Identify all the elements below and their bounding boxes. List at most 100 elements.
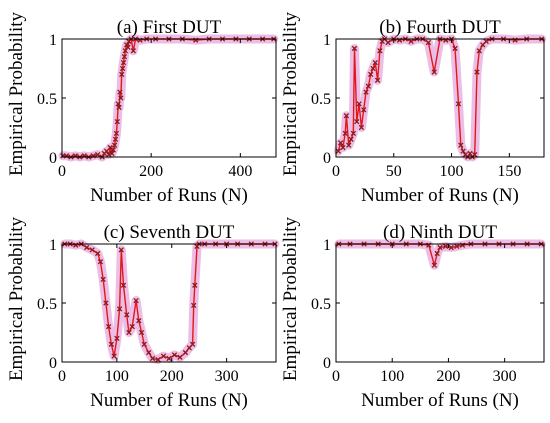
data-point: [370, 65, 376, 72]
x-tick-label: 0: [332, 163, 340, 180]
data-point: [124, 312, 130, 318]
data-point: [114, 118, 120, 125]
data-point: [155, 356, 161, 363]
data-halo: [58, 34, 279, 162]
y-tick-label: 1: [323, 32, 331, 49]
data-point: [437, 244, 443, 251]
data-point: [146, 349, 152, 356]
y-tick-label: 0: [49, 355, 57, 372]
data-point: [118, 247, 124, 253]
data-point: [100, 276, 106, 283]
data-point: [448, 244, 454, 251]
data-point: [483, 38, 489, 45]
data-point: [95, 151, 101, 158]
data-halo: [333, 34, 547, 162]
x-tick-label: 200: [139, 163, 163, 180]
data-point: [136, 318, 142, 324]
data-point: [377, 48, 383, 54]
y-tick-label: 1: [323, 237, 331, 254]
data-point: [343, 113, 350, 119]
data-point: [111, 353, 117, 359]
data-point: [119, 65, 126, 72]
data-point: [361, 107, 367, 113]
data-point: [166, 355, 172, 362]
data-point: [119, 71, 125, 78]
x-tick-label: 50: [386, 163, 402, 180]
data-point: [112, 136, 119, 142]
plot-frame: [335, 243, 545, 363]
x-tick-label: 400: [228, 163, 252, 180]
data-point: [476, 48, 482, 54]
plot-frame: [61, 243, 277, 363]
x-tick-label: 0: [332, 368, 340, 385]
data-point: [97, 259, 104, 265]
x-axis-label: Number of Runs (N): [361, 185, 519, 206]
data-point: [160, 353, 167, 359]
data-point: [130, 48, 136, 54]
chart-panel-2: 0 50 100 150 0 0.5 1 (b) Fourth DUT Number of Ru…: [280, 11, 547, 206]
data-point: [442, 243, 449, 250]
data-point: [340, 144, 346, 151]
data-point: [129, 323, 135, 330]
data-trace: [62, 38, 274, 158]
data-point: [95, 250, 101, 257]
data-point: [474, 69, 480, 75]
y-tick-label: 0: [323, 355, 331, 372]
data-point: [120, 59, 127, 66]
data-point: [337, 140, 344, 146]
data-point: [103, 300, 109, 306]
x-axis-label: Number of Runs (N): [361, 390, 519, 411]
data-point: [149, 355, 156, 362]
data-point: [113, 130, 120, 137]
data-point: [126, 329, 132, 336]
data-point: [374, 77, 381, 83]
y-tick-label: 0: [323, 150, 331, 167]
data-point: [120, 282, 127, 288]
data-point: [141, 341, 147, 347]
data-point: [116, 104, 122, 111]
x-tick-label: 100: [105, 368, 129, 385]
data-point: [351, 45, 358, 52]
chart-panel-3: 0 100 200 300 0 0.5 1 (c) Seventh DUT Number of …: [6, 216, 280, 411]
x-tick-label: 0: [58, 163, 66, 180]
y-tick-label: 1: [49, 237, 57, 254]
data-point: [117, 89, 123, 95]
data-point: [116, 306, 123, 312]
data-point: [452, 45, 458, 52]
data-point: [350, 130, 356, 137]
data-point: [372, 59, 378, 66]
data-point: [121, 54, 128, 60]
y-tick-label: 0.5: [37, 296, 57, 313]
data-point: [431, 69, 437, 75]
data-halo: [60, 239, 280, 365]
data-point: [348, 136, 354, 142]
y-tick-label: 0.5: [311, 296, 331, 313]
data-point: [408, 38, 414, 45]
chart-panel-4: 0 100 200 300 0 0.5 1 (d) Ninth DUT Number of Ru…: [280, 216, 546, 411]
x-tick-label: 0: [58, 368, 66, 385]
x-axis-label: Number of Runs (N): [90, 185, 248, 206]
data-point: [111, 142, 118, 148]
data-point: [434, 250, 440, 257]
data-point: [346, 142, 352, 148]
data-point: [115, 101, 121, 107]
data-point: [335, 148, 341, 154]
data-point: [192, 282, 198, 288]
y-axis-label: Empirical Probability: [280, 216, 301, 381]
data-point: [110, 147, 116, 153]
data-point: [177, 354, 183, 360]
x-tick-label: 200: [436, 368, 460, 385]
x-tick-label: 300: [215, 368, 239, 385]
data-point: [114, 335, 120, 342]
x-tick-label: 300: [493, 368, 517, 385]
data-point: [358, 124, 365, 131]
data-point: [385, 39, 391, 46]
y-tick-label: 0.5: [311, 91, 331, 108]
data-point: [133, 297, 139, 304]
x-tick-label: 200: [160, 368, 184, 385]
data-point: [171, 352, 178, 358]
chart-title: (c) Seventh DUT: [104, 222, 235, 243]
chart-panel-1: 0 200 400 0 0.5 1 (a) First DUT Number of Runs …: [6, 11, 279, 206]
data-point: [342, 130, 348, 137]
x-tick-label: 100: [440, 163, 464, 180]
